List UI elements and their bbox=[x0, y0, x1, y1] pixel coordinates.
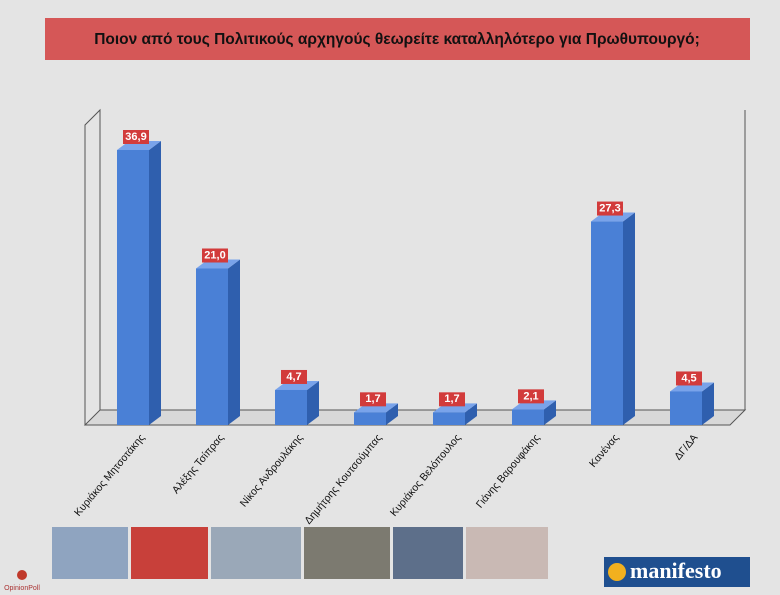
bar-side bbox=[228, 259, 240, 425]
bar bbox=[670, 391, 702, 425]
bar bbox=[512, 409, 544, 425]
bar bbox=[354, 412, 386, 425]
logo: manifesto bbox=[630, 558, 722, 583]
photo bbox=[393, 527, 463, 579]
bar bbox=[275, 389, 307, 425]
logo-dot bbox=[608, 563, 626, 581]
value-label-bg bbox=[676, 371, 702, 386]
bar bbox=[433, 412, 465, 425]
value-label: 27,3 bbox=[599, 202, 620, 214]
title-banner bbox=[45, 18, 750, 60]
value-label-bg bbox=[281, 369, 307, 384]
bar-side bbox=[702, 382, 714, 425]
value-label: 21,0 bbox=[204, 249, 225, 261]
bar-side bbox=[149, 141, 161, 425]
photo bbox=[304, 527, 390, 579]
bar-side bbox=[307, 380, 319, 425]
bar-side bbox=[623, 212, 635, 425]
value-label-bg bbox=[202, 248, 228, 263]
left-wall bbox=[84, 108, 101, 425]
photo bbox=[52, 527, 128, 579]
value-label-bg bbox=[597, 201, 623, 216]
value-label: 1,7 bbox=[365, 393, 380, 405]
value-label-bg bbox=[439, 392, 465, 407]
value-label-bg bbox=[360, 392, 386, 407]
value-label: 36,9 bbox=[125, 131, 146, 143]
value-label: 4,5 bbox=[681, 372, 696, 384]
bar-side bbox=[544, 400, 556, 425]
bar-side bbox=[465, 403, 477, 425]
photos bbox=[52, 527, 548, 579]
value-label: 4,7 bbox=[286, 371, 301, 383]
photo bbox=[131, 527, 208, 579]
value-label-bg bbox=[123, 130, 149, 144]
bar bbox=[117, 150, 149, 425]
logo-box bbox=[604, 557, 750, 587]
floor bbox=[83, 409, 747, 426]
pollster: OpinionPoll bbox=[4, 585, 40, 592]
value-label-bg bbox=[518, 389, 544, 404]
value-label: 1,7 bbox=[444, 393, 459, 405]
bar-side bbox=[386, 403, 398, 425]
value-label: 2,1 bbox=[523, 390, 538, 402]
bar bbox=[196, 268, 228, 425]
photo bbox=[466, 527, 548, 579]
photo bbox=[211, 527, 301, 579]
pollster-dot bbox=[17, 570, 27, 580]
bar bbox=[591, 221, 623, 425]
chart-title: Ποιον από τους Πολιτικούς αρχηγούς θεωρε… bbox=[94, 31, 700, 48]
